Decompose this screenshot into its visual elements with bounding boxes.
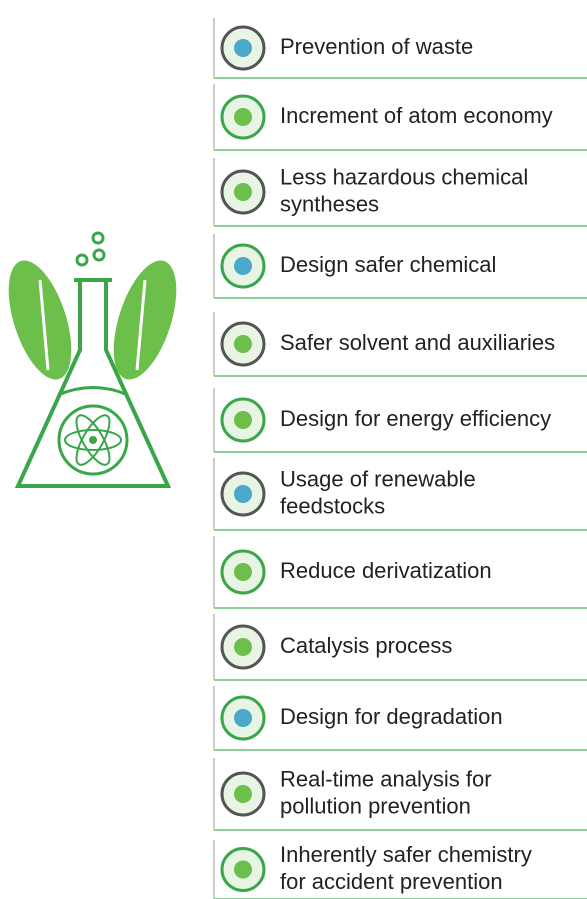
principle-label: Real-time analysis for: [280, 766, 492, 791]
principle-icon-core: [234, 39, 252, 57]
principle-label: pollution prevention: [280, 793, 471, 818]
principle-row: Design for energy efficiency: [214, 388, 587, 452]
principle-label: Design safer chemical: [280, 252, 496, 277]
principle-icon-core: [234, 638, 252, 656]
principle-label: Less hazardous chemical: [280, 164, 528, 189]
principle-label: feedstocks: [280, 493, 385, 518]
principle-label: for accident prevention: [280, 869, 503, 894]
principle-row: Increment of atom economy: [214, 84, 587, 150]
principle-icon-core: [234, 861, 252, 879]
principle-icon-core: [234, 709, 252, 727]
principle-label: Inherently safer chemistry: [280, 842, 532, 867]
principle-label: Design for degradation: [280, 704, 503, 729]
principle-icon-core: [234, 335, 252, 353]
principle-icon-core: [234, 563, 252, 581]
principle-icon-core: [234, 108, 252, 126]
principle-label: Safer solvent and auxiliaries: [280, 330, 555, 355]
principle-row: Catalysis process: [214, 614, 587, 680]
principle-icon-core: [234, 785, 252, 803]
principle-icon-core: [234, 257, 252, 275]
principle-icon-core: [234, 411, 252, 429]
principle-icon-core: [234, 485, 252, 503]
principle-label: Reduce derivatization: [280, 558, 492, 583]
principle-label: Catalysis process: [280, 633, 452, 658]
principle-row: Safer solvent and auxiliaries: [214, 312, 587, 376]
flask-logo: [0, 233, 189, 486]
principle-row: Design safer chemical: [214, 234, 587, 298]
principle-label: Increment of atom economy: [280, 103, 553, 128]
diagram: Prevention of waste Increment of atom eco…: [0, 0, 587, 899]
bubble: [94, 250, 104, 260]
principle-row: Prevention of waste: [214, 18, 587, 78]
bubble: [93, 233, 103, 243]
bubble: [77, 255, 87, 265]
principle-label: syntheses: [280, 191, 379, 216]
principle-label: Design for energy efficiency: [280, 406, 551, 431]
principle-row: Design for degradation: [214, 686, 587, 750]
principle-list: Prevention of waste Increment of atom eco…: [214, 18, 587, 899]
principle-label: Usage of renewable: [280, 466, 476, 491]
principle-icon-core: [234, 183, 252, 201]
principle-label: Prevention of waste: [280, 34, 473, 59]
principle-row: Reduce derivatization: [214, 536, 587, 608]
